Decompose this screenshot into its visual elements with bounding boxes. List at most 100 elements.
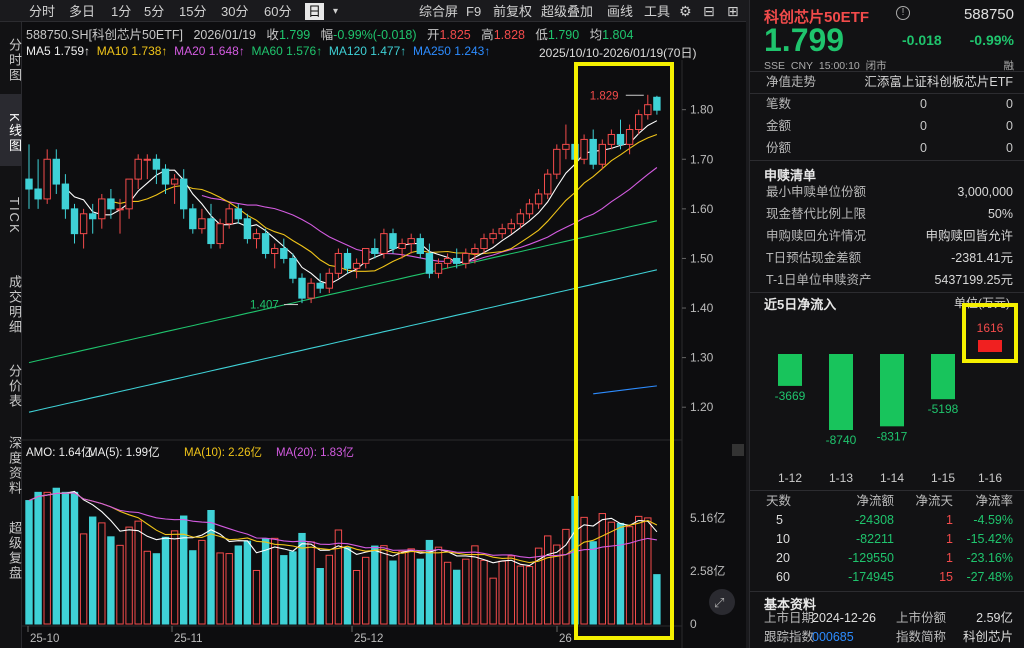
stat-value-1: 0 [920,141,927,155]
left-tab-0[interactable]: 分时图 [7,37,22,83]
subscribe-value: 申购赎回皆允许 [925,229,1013,243]
volume-bar [252,569,261,625]
ma60-label: MA60 1.576↑ [251,44,323,58]
left-tab-1[interactable]: K线图 [0,94,22,166]
stat-row: 笔数 0 0 [750,93,1024,115]
tool-5[interactable]: 工具 [644,4,671,19]
stat-value-2: 0 [1006,141,1013,155]
candle-body [98,198,106,220]
flow-header-cell: 净流率 [975,494,1013,508]
left-tab-3[interactable]: 成交明细 [7,275,22,335]
basic-info-title: 基本资料 [764,597,817,612]
candle-body [316,282,324,289]
fullscreen-icon[interactable] [709,589,735,615]
candle-body [380,233,388,254]
flow-cell-days: 60 [776,570,790,584]
period-tab-3[interactable]: 5分 [144,4,165,19]
candle-body [61,183,70,210]
candle-body [434,262,443,274]
candle-body [453,257,461,264]
candle-body [307,282,315,299]
grid-icon[interactable]: ⊞ [727,3,739,19]
kline-chart[interactable]: 1.80 1.70 1.60 1.50 1.40 1.30 1.20 1.829 1.407 AM… [22,60,746,648]
period-tab-5[interactable]: 30分 [221,4,249,19]
candle-body [334,252,343,274]
volume-bar [316,568,324,625]
period-toolbar: 分时 多日 1分 5分 15分 30分 60分日 ▾ 综合屏 F9 前复权 超级叠加 画线 工具 ⚙ ⊟ ⊞ [0,0,746,22]
inflow-value: 1616 [977,321,1004,335]
flow-header-cell: 天数 [766,494,792,508]
left-tab-4[interactable]: 分价表 [7,363,22,409]
candle-body [389,233,397,250]
quote-info-line: 588750.SH[科创芯片50ETF] 2026/01/19 收1.799 幅… [26,28,634,42]
tool-0[interactable]: 综合屏 [419,4,459,19]
layout-icon[interactable]: ⊟ [703,3,715,19]
candle-body [616,133,625,145]
period-tab-7[interactable]: 日 [305,3,325,20]
candle-body [443,257,452,264]
volume-bar [443,561,452,625]
candle-body [625,129,634,145]
price-tick: 1.80 [690,103,714,117]
left-tab-2[interactable]: TICK [7,197,22,235]
inflow-value: -5198 [928,402,959,416]
volume-bar [425,539,434,625]
period-tab-6[interactable]: 60分 [264,4,292,19]
left-tab-5[interactable]: 深度资料 [7,436,22,496]
nav-trend-link[interactable]: 净值走势 [766,75,817,89]
settings-icon[interactable]: ⚙ [679,3,692,19]
volume-bar [625,526,634,625]
ma5-label: MA5 1.759↑ [26,44,91,58]
basic-value-2: 科创芯片 [962,630,1013,644]
info-close: 1.799 [278,28,311,42]
flow-cell-d: 15 [939,570,953,584]
stat-value-1: 0 [920,119,927,133]
info-icon[interactable]: ! [896,6,910,20]
candle-body [462,252,470,264]
volume-bar [644,517,652,625]
nav-row[interactable]: 净值走势 汇添富上证科创板芯片ETF [750,71,1024,93]
candle-body [534,193,543,205]
inflow-date: 1-13 [829,471,853,485]
volume-bar [462,558,470,625]
candle-body [207,218,215,245]
flow-table-row: 5 1 -24308 -4.59% [750,511,1024,530]
stat-row: 份额 0 0 [750,137,1024,159]
inflow-date: 1-12 [778,471,802,485]
tool-3[interactable]: 超级叠加 [541,4,594,19]
info-date: 2026/01/19 [193,28,256,42]
candle-body [653,96,661,111]
period-tab-0[interactable]: 分时 [29,4,56,19]
volume-bar [234,545,243,625]
period-tab-1[interactable]: 多日 [69,4,96,19]
flow-table-row: 10 1 -82211 -15.42% [750,530,1024,549]
tool-4[interactable]: 画线 [607,4,634,19]
basic-label-2: 指数简称 [896,630,947,644]
tool-2[interactable]: 前复权 [493,4,533,19]
candle-body [516,213,525,225]
left-tab-6[interactable]: 超级复盘 [7,521,22,581]
candle-body [216,223,224,245]
inflow-bar [778,354,802,386]
candle-body [371,248,379,254]
candle-body [553,148,561,175]
stat-value-2: 0 [1006,97,1013,111]
flow-header-cell: 净流天 [915,494,953,508]
subscribe-value: 3,000,000 [957,185,1013,199]
flow-cell-d: 1 [946,532,953,546]
volume-bar [271,537,279,625]
inflow-value: -8740 [826,433,857,447]
subscribe-row: 最小申赎单位份额 3,000,000 [750,181,1024,203]
candle-body [134,158,142,180]
basic-label-1: 跟踪指数 [764,630,815,644]
period-tab-4[interactable]: 15分 [179,4,207,19]
period-more-icon[interactable]: ▾ [333,6,339,17]
period-tab-2[interactable]: 1分 [111,4,132,19]
candle-body [644,104,652,116]
candle-body [635,114,643,131]
subscribe-value: 5437199.25元 [934,273,1013,287]
flow-cell-rate: -23.16% [966,551,1013,565]
candle-body [580,138,588,160]
price-tick: 1.40 [690,301,714,315]
tool-1[interactable]: F9 [466,4,482,19]
